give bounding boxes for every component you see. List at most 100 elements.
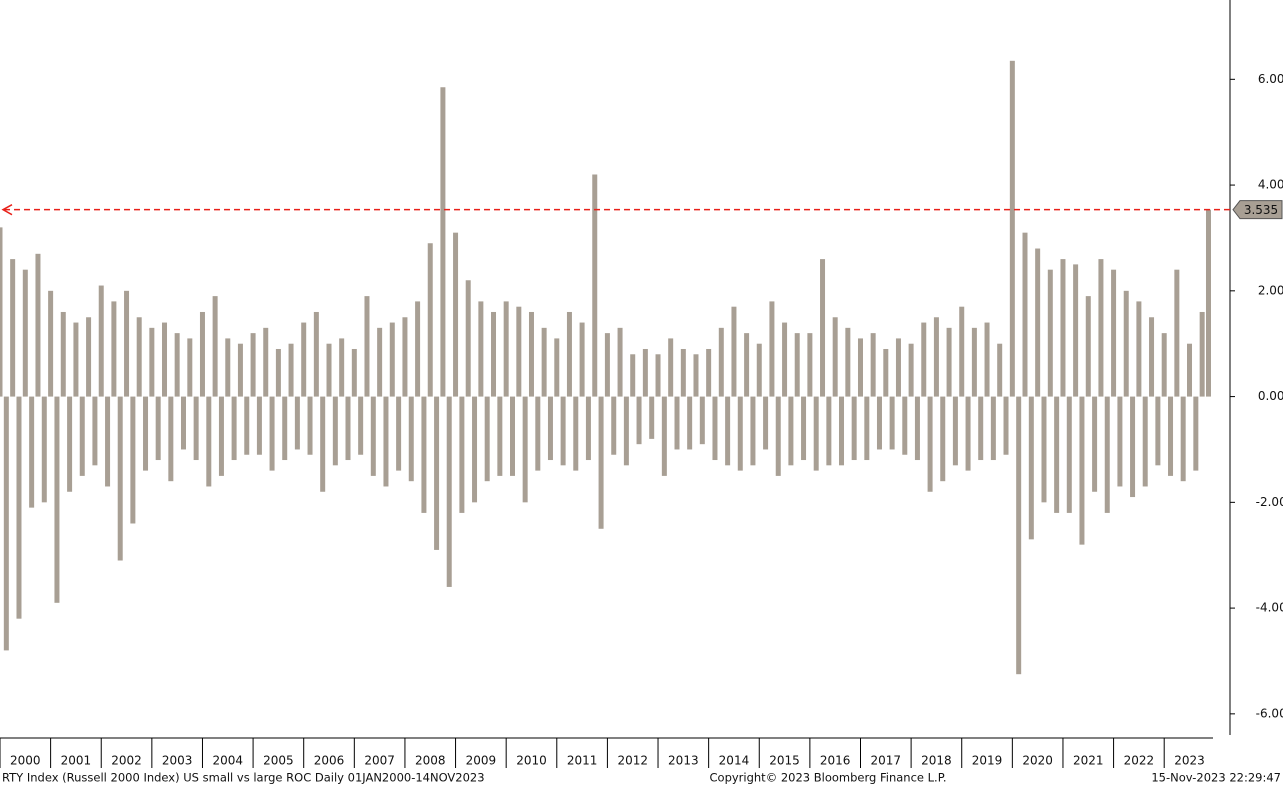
bar	[307, 396, 313, 455]
x-tick-label: 2001	[61, 754, 92, 768]
bar	[706, 348, 712, 397]
bar	[364, 296, 370, 397]
bar	[921, 322, 927, 397]
bar	[718, 327, 724, 397]
bar	[1054, 396, 1060, 513]
bar	[1117, 396, 1123, 487]
bar	[1104, 396, 1110, 513]
bar	[674, 396, 680, 450]
bar	[914, 396, 920, 461]
bar	[630, 354, 636, 397]
bar	[484, 396, 490, 482]
bar	[876, 396, 882, 450]
bar	[693, 354, 699, 397]
bar	[978, 396, 984, 461]
bar	[1136, 301, 1142, 397]
bar	[503, 301, 509, 397]
bar	[750, 396, 756, 466]
bar	[839, 396, 845, 466]
bar	[1155, 396, 1161, 466]
bar	[491, 311, 497, 397]
bar	[111, 301, 117, 397]
x-tick-label: 2019	[972, 754, 1003, 768]
bar	[687, 396, 693, 450]
bar	[940, 396, 946, 482]
bar	[1199, 311, 1205, 397]
bar	[149, 327, 155, 397]
bar	[1111, 269, 1117, 397]
bar	[528, 311, 534, 397]
bar	[459, 396, 465, 513]
bar	[1161, 333, 1167, 397]
bar	[788, 396, 794, 466]
bar	[199, 311, 205, 397]
bar	[1149, 317, 1155, 397]
bar	[845, 327, 851, 397]
bar	[927, 396, 933, 492]
bar	[29, 396, 35, 508]
x-tick-label: 2018	[921, 754, 952, 768]
bar	[86, 317, 92, 397]
bar	[1174, 269, 1180, 397]
bar	[446, 396, 452, 587]
bar	[1079, 396, 1085, 545]
bar	[756, 343, 762, 397]
bar	[206, 396, 212, 487]
bar	[769, 301, 775, 397]
y-tick-label: 6.000	[1258, 72, 1283, 86]
bar	[67, 396, 73, 492]
bar	[712, 396, 718, 461]
bar	[1123, 290, 1129, 397]
bar	[680, 348, 686, 397]
bar	[136, 317, 142, 397]
bar	[180, 396, 186, 450]
footer-center: Copyright© 2023 Bloomberg Finance L.P.	[710, 771, 947, 785]
bar	[997, 343, 1003, 397]
bar	[737, 396, 743, 471]
y-tick-label: -2.000	[1256, 495, 1283, 509]
y-tick-label: -6.000	[1256, 706, 1283, 720]
x-tick-label: 2010	[516, 754, 547, 768]
bar	[1130, 396, 1136, 498]
bar	[130, 396, 136, 524]
last-value-arrow	[1, 204, 13, 216]
bar	[807, 333, 813, 397]
bar	[35, 253, 41, 397]
footer-right: 15-Nov-2023 22:29:47	[1151, 771, 1281, 785]
bar	[275, 348, 281, 397]
bar	[1041, 396, 1047, 503]
bar	[566, 311, 572, 397]
bar	[516, 306, 522, 397]
bar	[1035, 248, 1041, 397]
footer-left: RTY Index (Russell 2000 Index) US small …	[2, 771, 485, 785]
bar	[3, 396, 9, 651]
bar	[326, 343, 332, 397]
bar	[1028, 396, 1034, 540]
bar	[415, 301, 421, 397]
bar	[320, 396, 326, 492]
bar	[60, 311, 66, 397]
bar	[510, 396, 515, 476]
bar	[256, 396, 262, 455]
bar	[1098, 259, 1104, 397]
bar	[453, 232, 459, 397]
bar	[117, 396, 123, 561]
bar	[984, 322, 990, 397]
x-tick-label: 2008	[415, 754, 446, 768]
bar	[237, 343, 243, 397]
bar	[1066, 396, 1072, 513]
bar	[744, 333, 750, 397]
bar	[971, 327, 977, 397]
bar	[1168, 396, 1174, 476]
bar	[1009, 60, 1015, 397]
x-tick-label: 2015	[769, 754, 800, 768]
bar	[959, 306, 965, 397]
bar	[832, 317, 838, 397]
bar	[649, 396, 655, 439]
bar	[554, 338, 560, 397]
bar	[573, 396, 579, 471]
x-tick-label: 2020	[1022, 754, 1053, 768]
bar	[282, 396, 288, 461]
